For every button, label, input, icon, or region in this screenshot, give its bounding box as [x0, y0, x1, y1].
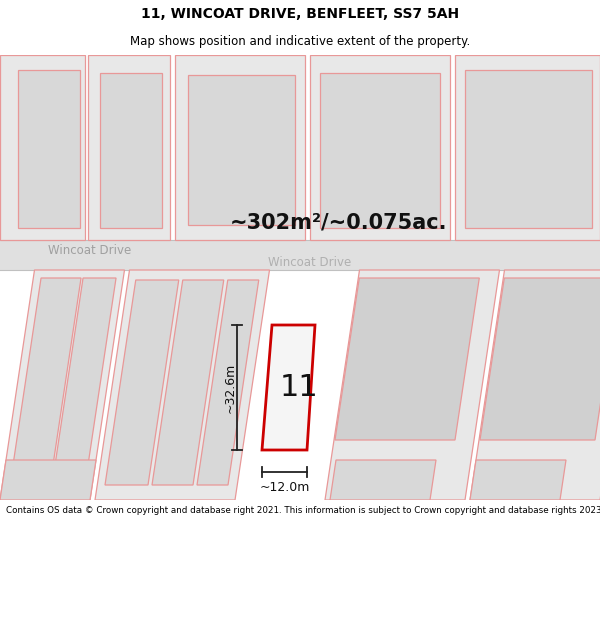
- Polygon shape: [0, 270, 125, 500]
- Polygon shape: [152, 280, 224, 485]
- Polygon shape: [100, 73, 162, 228]
- Polygon shape: [262, 325, 315, 450]
- Polygon shape: [0, 240, 600, 270]
- Polygon shape: [0, 55, 85, 240]
- Polygon shape: [175, 55, 305, 240]
- Polygon shape: [335, 278, 479, 440]
- Polygon shape: [10, 278, 81, 485]
- Polygon shape: [465, 70, 592, 228]
- Text: ~32.6m: ~32.6m: [223, 362, 236, 413]
- Polygon shape: [320, 73, 440, 228]
- Text: Wincoat Drive: Wincoat Drive: [268, 256, 352, 269]
- Polygon shape: [18, 70, 80, 228]
- Text: ~12.0m: ~12.0m: [259, 481, 310, 494]
- Polygon shape: [95, 270, 269, 500]
- Polygon shape: [105, 280, 179, 485]
- Polygon shape: [330, 460, 436, 500]
- Polygon shape: [470, 270, 600, 500]
- Polygon shape: [0, 460, 96, 500]
- Polygon shape: [470, 460, 566, 500]
- Text: 11, WINCOAT DRIVE, BENFLEET, SS7 5AH: 11, WINCOAT DRIVE, BENFLEET, SS7 5AH: [141, 7, 459, 21]
- Text: Map shows position and indicative extent of the property.: Map shows position and indicative extent…: [130, 35, 470, 48]
- Polygon shape: [52, 278, 116, 485]
- Polygon shape: [455, 55, 600, 240]
- Text: 11: 11: [280, 373, 319, 402]
- Text: ~302m²/~0.075ac.: ~302m²/~0.075ac.: [230, 212, 448, 232]
- Text: Wincoat Drive: Wincoat Drive: [49, 244, 131, 258]
- Text: Contains OS data © Crown copyright and database right 2021. This information is : Contains OS data © Crown copyright and d…: [6, 506, 600, 515]
- Polygon shape: [88, 55, 170, 240]
- Polygon shape: [188, 75, 295, 225]
- Polygon shape: [197, 280, 259, 485]
- Polygon shape: [325, 270, 499, 500]
- Polygon shape: [310, 55, 450, 240]
- Polygon shape: [480, 278, 600, 440]
